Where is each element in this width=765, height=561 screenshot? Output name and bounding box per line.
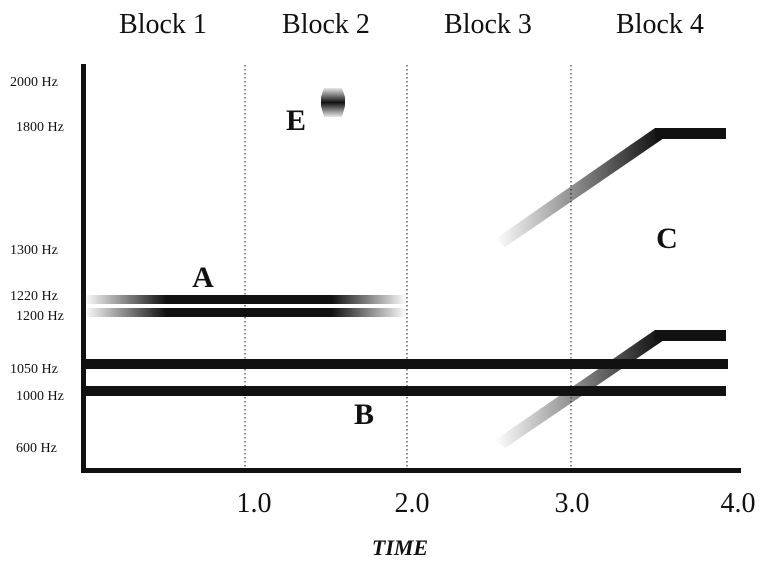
block-2-label: Block 2 — [282, 9, 370, 40]
stream-label-e: E — [286, 104, 306, 137]
time-tick-3: 3.0 — [555, 488, 590, 519]
glide-lower-ramp — [495, 330, 667, 448]
tone-1200-steady — [166, 308, 332, 317]
x-axis-line — [81, 468, 741, 473]
freq-label-1200: 1200 Hz — [16, 309, 64, 324]
time-tick-2: 2.0 — [395, 488, 430, 519]
x-axis-title: TIME — [372, 535, 428, 560]
glide-upper-ramp — [495, 128, 667, 247]
tone-1220-fade-out — [332, 295, 407, 304]
freq-label-1000: 1000 Hz — [16, 389, 64, 404]
stream-a-tones — [84, 295, 407, 317]
tone-lower-hold — [655, 330, 726, 341]
tone-1000 — [84, 386, 726, 396]
glide-e — [321, 88, 345, 117]
y-axis-line — [81, 64, 86, 473]
stream-label-b: B — [354, 398, 374, 431]
time-tick-1: 1.0 — [237, 488, 272, 519]
tone-1200-fade-out — [332, 308, 407, 317]
freq-label-1050: 1050 Hz — [10, 362, 58, 377]
stream-label-a: A — [192, 261, 214, 294]
tone-1200-fade-in — [84, 308, 166, 317]
tone-upper-hold — [655, 128, 726, 139]
freq-label-1800: 1800 Hz — [16, 120, 64, 135]
block-3-label: Block 3 — [444, 9, 532, 40]
freq-label-1300: 1300 Hz — [10, 243, 58, 258]
freq-label-1220: 1220 Hz — [10, 289, 58, 304]
stream-label-c: C — [656, 222, 678, 255]
tone-1220-steady — [166, 295, 332, 304]
tone-1220-fade-in — [84, 295, 166, 304]
time-tick-4: 4.0 — [721, 488, 756, 519]
block-4-label: Block 4 — [616, 9, 704, 40]
freq-label-600: 600 Hz — [16, 441, 57, 456]
tone-1050 — [84, 359, 728, 369]
block-1-label: Block 1 — [119, 9, 207, 40]
freq-label-2000: 2000 Hz — [10, 75, 58, 90]
